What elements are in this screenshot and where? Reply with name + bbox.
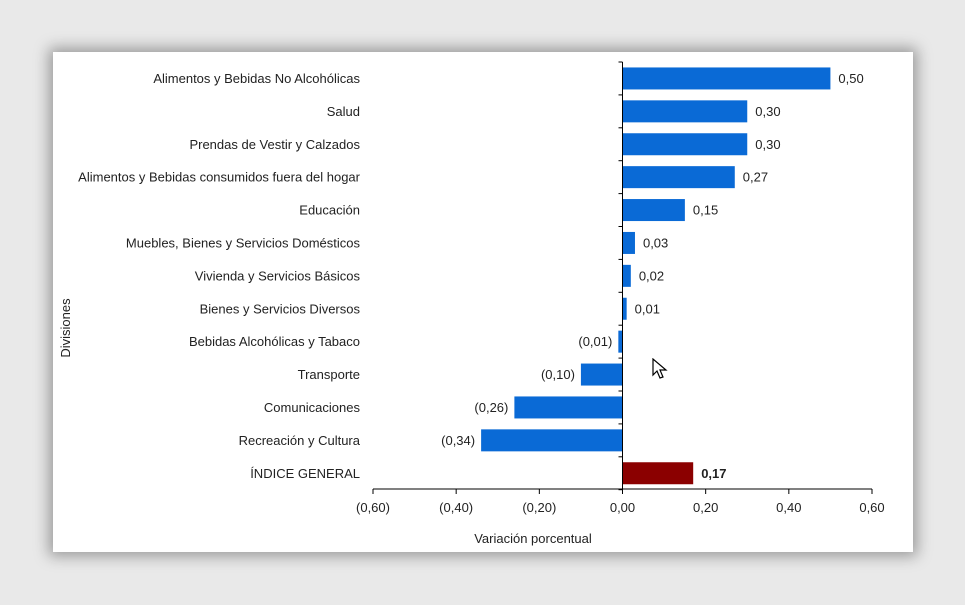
category-label: Muebles, Bienes y Servicios Domésticos [126,235,361,250]
category-label: Prendas de Vestir y Calzados [189,137,360,152]
x-tick-label: 0,40 [776,500,801,515]
value-label: 0,30 [755,137,780,152]
value-label: 0,02 [639,268,664,283]
value-labels: 0,50 0,30 0,30 0,27 0,15 0,03 0,02 0,01 (0,01) (0… [441,71,864,481]
x-axis-title: Variación porcentual [474,531,592,546]
x-tick-label: 0,60 [859,500,884,515]
category-labels: Alimentos y Bebidas No Alcohólicas Salud P… [78,71,361,481]
bar [580,363,623,386]
x-axis: (0,60) (0,40) (0,20) 0,00 0,20 0,40 0,60 [356,488,885,515]
category-label: Alimentos y Bebidas consumidos fuera del… [78,170,360,185]
value-label: (0,01) [578,334,612,349]
bar [514,396,623,419]
bar [622,199,685,222]
value-label: (0,26) [474,400,508,415]
value-label: 0,50 [838,71,863,86]
category-label: Bebidas Alcohólicas y Tabaco [189,334,360,349]
value-label: (0,34) [441,433,475,448]
value-label: 0,30 [755,104,780,119]
bar [622,100,748,123]
category-label: Comunicaciones [264,400,361,415]
bar [622,264,631,287]
x-tick-label: (0,60) [356,500,390,515]
bar [622,297,627,320]
bar [622,231,635,254]
value-label: 0,27 [743,170,768,185]
category-label: Alimentos y Bebidas No Alcohólicas [153,71,360,86]
value-label: 0,17 [701,466,726,481]
bar [622,67,831,90]
bar [481,429,623,452]
value-label: 0,15 [693,203,718,218]
value-label: (0,10) [541,367,575,382]
x-tick-label: (0,40) [439,500,473,515]
y-axis-title: Divisiones [58,298,73,358]
x-tick-label: (0,20) [522,500,556,515]
mouse-cursor-icon [652,358,668,379]
bar-total [622,462,694,485]
bars-group [481,67,831,485]
value-label: 0,03 [643,235,668,250]
category-label: Recreación y Cultura [239,433,361,448]
category-label: Bienes y Servicios Diversos [200,301,361,316]
bar [622,166,735,189]
category-label: ÍNDICE GENERAL [250,466,360,481]
value-label: 0,01 [635,301,660,316]
y-axis [618,61,623,491]
category-label: Salud [327,104,360,119]
x-tick-label: 0,00 [610,500,635,515]
bar [618,330,623,353]
bar-chart: (0,60) (0,40) (0,20) 0,00 0,20 0,40 0,60 Alime… [58,61,885,546]
bar [622,133,748,156]
category-label: Vivienda y Servicios Básicos [195,268,361,283]
category-label: Transporte [298,367,360,382]
category-label: Educación [299,203,360,218]
x-tick-label: 0,20 [693,500,718,515]
chart-panel: (0,60) (0,40) (0,20) 0,00 0,20 0,40 0,60 Alime… [53,52,913,552]
